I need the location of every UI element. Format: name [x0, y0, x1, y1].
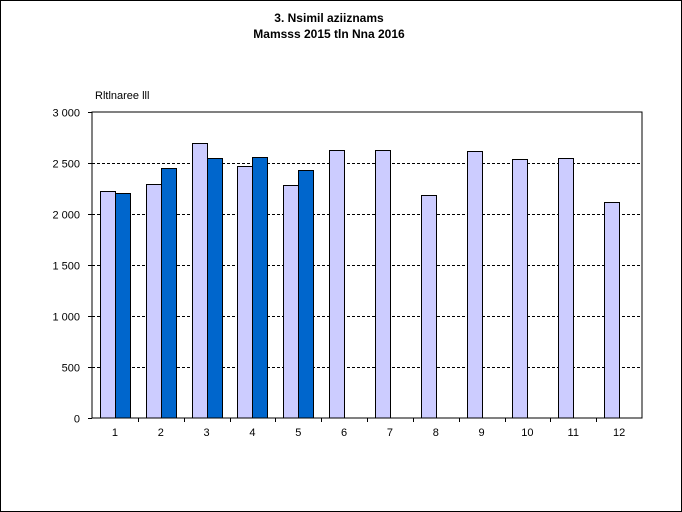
- bar-series-2: [207, 158, 223, 419]
- y-tick-label: 2 500: [52, 159, 80, 171]
- y-tick-label: 1 500: [52, 261, 80, 273]
- y-tick-label: 2 000: [52, 210, 80, 222]
- bar-series-1: [558, 158, 574, 419]
- bar-series-1: [100, 191, 116, 419]
- bar-series-1: [237, 166, 253, 419]
- x-tick-label: 4: [249, 427, 255, 439]
- bar-series-1: [467, 151, 483, 419]
- grid-lines: [92, 163, 642, 368]
- bar-series-2: [252, 157, 268, 419]
- x-tick-label: 2: [158, 427, 164, 439]
- bar-series-2: [298, 170, 314, 419]
- bar-series-1: [329, 150, 345, 419]
- y-tick-label: 0: [74, 414, 80, 426]
- y-tick-label: 3 000: [52, 108, 80, 120]
- bar-series-1: [421, 195, 437, 419]
- bar-series-2: [161, 168, 177, 419]
- x-tick-label: 8: [433, 427, 439, 439]
- x-tick-label: 12: [613, 427, 625, 439]
- x-tick-label: 5: [295, 427, 301, 439]
- x-tick-label: 9: [479, 427, 485, 439]
- bar-series-1: [604, 202, 620, 419]
- bar-series-1: [375, 150, 391, 419]
- bar-series-1: [192, 143, 208, 419]
- y-tick-label: 1 000: [52, 312, 80, 324]
- x-tick-label: 1: [112, 427, 118, 439]
- x-tick-label: 7: [387, 427, 393, 439]
- bars: [100, 143, 620, 419]
- bar-series-2: [115, 193, 131, 419]
- x-tick-label: 3: [204, 427, 210, 439]
- bar-series-1: [146, 184, 162, 419]
- chart-subtitle: Mamsss 2015 tln Nna 2016: [253, 27, 405, 41]
- x-tick-label: 6: [341, 427, 347, 439]
- bar-series-1: [283, 185, 299, 419]
- y-axis-label: Rltlnaree lll: [95, 90, 149, 102]
- x-tick-label: 10: [521, 427, 533, 439]
- chart-title: 3. Nsimil aziiznams: [274, 11, 384, 25]
- y-tick-label: 500: [62, 363, 80, 375]
- x-tick-label: 11: [568, 427, 579, 439]
- bar-series-1: [512, 159, 528, 419]
